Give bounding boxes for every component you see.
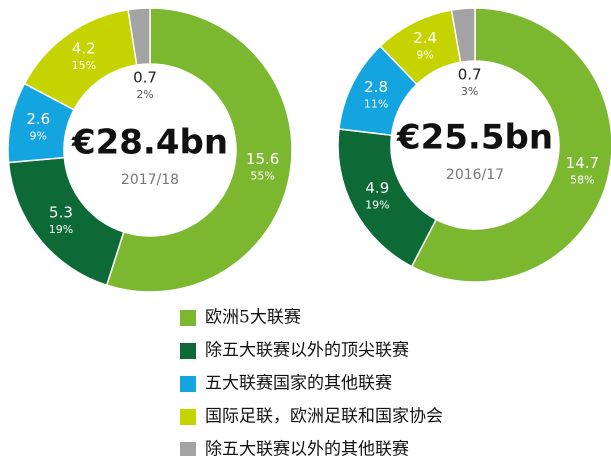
percent-label: 19% xyxy=(365,199,389,212)
legend-swatch xyxy=(180,343,196,359)
percent-label: 19% xyxy=(49,223,73,236)
percent-label: 15% xyxy=(72,59,96,72)
value-label: 4.9 xyxy=(365,179,389,197)
center-total: €25.5bn xyxy=(396,118,553,158)
value-label: 0.7 xyxy=(458,66,482,84)
value-label: 2.4 xyxy=(413,29,437,47)
legend-label: 除五大联赛以外的其他联赛 xyxy=(205,439,409,456)
donut-segment xyxy=(410,7,611,283)
value-label: 4.2 xyxy=(72,40,96,58)
percent-label: 11% xyxy=(364,98,388,111)
center-period: 2016/17 xyxy=(446,167,504,183)
percent-label: 55% xyxy=(250,170,274,183)
legend-swatch xyxy=(180,442,196,456)
center-total: €28.4bn xyxy=(71,123,228,163)
legend-swatch xyxy=(180,310,196,326)
value-label: 5.3 xyxy=(49,204,73,222)
legend-label: 国际足联，欧洲足联和国家协会 xyxy=(205,407,443,427)
legend-swatch xyxy=(180,409,196,425)
donut-segment xyxy=(127,7,151,66)
value-label: 14.7 xyxy=(566,154,599,172)
percent-label: 9% xyxy=(416,48,433,61)
donut-segment xyxy=(105,7,293,293)
value-label: 15.6 xyxy=(246,150,279,168)
value-label: 2.6 xyxy=(26,110,50,128)
percent-label: 2% xyxy=(136,88,153,101)
legend-label: 五大联赛国家的其他联赛 xyxy=(205,373,392,394)
donut-segment xyxy=(450,7,476,64)
legend-label: 欧洲5大联赛 xyxy=(205,307,301,328)
percent-label: 9% xyxy=(30,129,47,142)
center-period: 2017/18 xyxy=(121,172,179,188)
value-label: 0.7 xyxy=(133,69,157,87)
percent-label: 58% xyxy=(570,173,594,186)
legend-label: 除五大联赛以外的顶尖联赛 xyxy=(205,340,409,361)
legend-swatch xyxy=(180,376,196,392)
percent-label: 3% xyxy=(461,85,478,98)
value-label: 2.8 xyxy=(364,78,388,96)
